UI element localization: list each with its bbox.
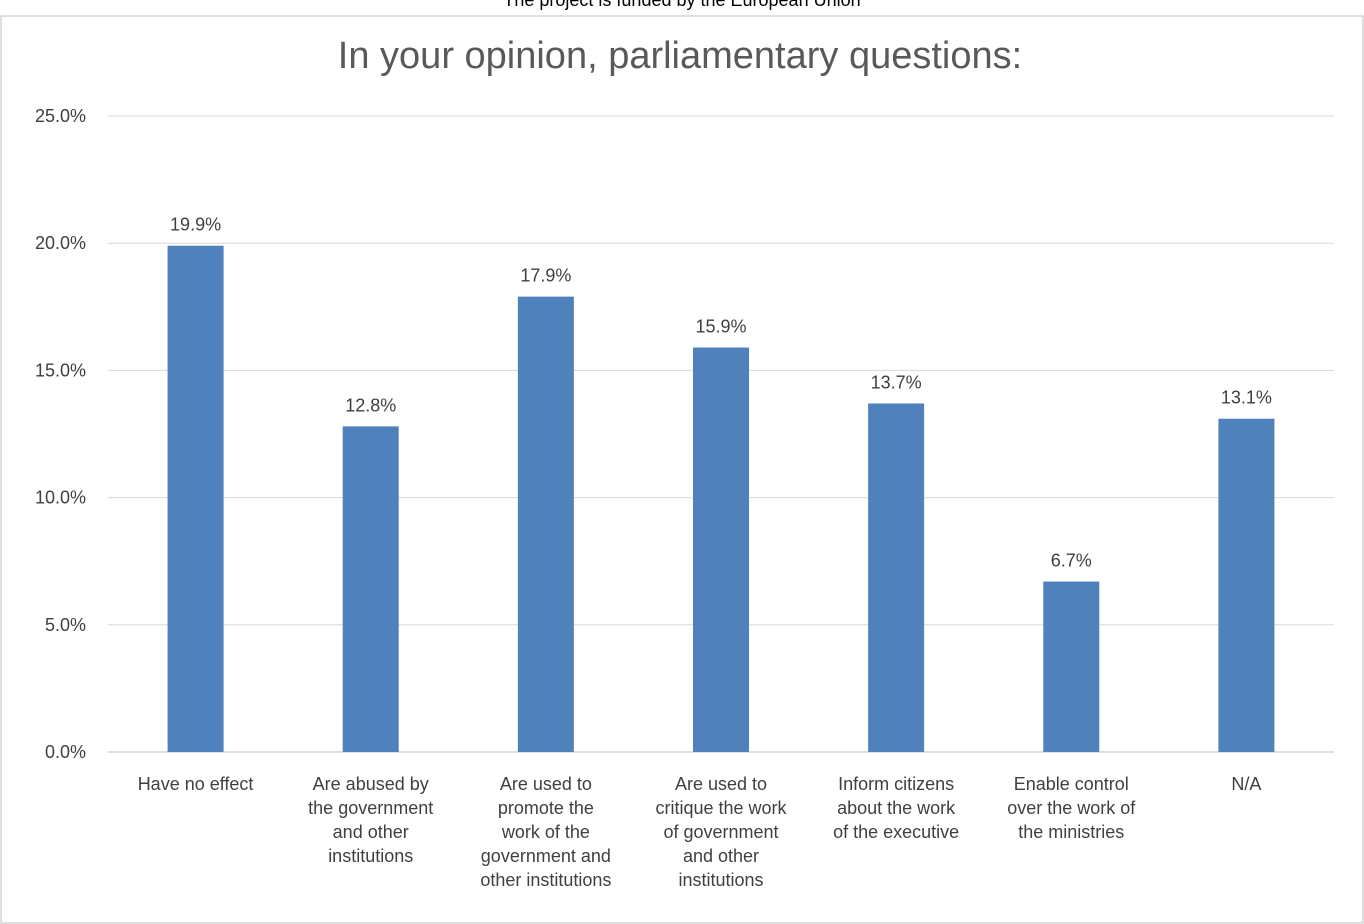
x-tick-label-line: and other — [683, 846, 759, 866]
y-tick-label: 0.0% — [45, 742, 86, 762]
x-tick-label-line: institutions — [678, 870, 763, 890]
data-label: 19.9% — [170, 215, 221, 235]
page-header: The project is funded by the European Un… — [503, 0, 861, 10]
y-tick-label: 10.0% — [35, 488, 86, 508]
x-tick-label-line: of the executive — [833, 822, 959, 842]
bar — [868, 403, 925, 752]
x-tick-label-line: Are used to — [500, 774, 592, 794]
y-axis-ticks: 0.0% 5.0% 10.0% 15.0% 20.0% 25.0% — [35, 106, 86, 762]
x-tick-label: Enable control over the work of the minist… — [1007, 774, 1136, 842]
x-tick-label-line: over the work of — [1007, 798, 1136, 818]
data-label: 13.1% — [1221, 388, 1272, 408]
bar — [342, 426, 399, 752]
x-tick-label-line: government and — [481, 846, 611, 866]
y-tick-label: 15.0% — [35, 360, 86, 380]
x-tick-label-line: promote the — [498, 798, 594, 818]
x-tick-label-line: the government — [308, 798, 433, 818]
x-tick-label-line: of government — [663, 822, 778, 842]
bar — [1218, 418, 1275, 752]
x-tick-label: N/A — [1231, 774, 1261, 794]
x-tick-label-line: Have no effect — [138, 774, 254, 794]
x-tick-label: Are used to critique the work of governmen… — [655, 774, 787, 890]
bar — [1043, 581, 1100, 752]
data-labels: 19.9% 12.8% 17.9% 15.9% 13.7% 6.7% 13.1% — [170, 215, 1272, 571]
x-tick-label-line: Enable control — [1014, 774, 1129, 794]
chart-title: In your opinion, parliamentary questions… — [338, 35, 1022, 77]
x-tick-label: Are abused by the government and other inst… — [308, 774, 433, 866]
x-tick-label-line: about the work — [837, 798, 956, 818]
bar — [167, 245, 224, 752]
x-tick-label-line: work of the — [501, 822, 590, 842]
data-label: 12.8% — [345, 395, 396, 415]
y-tick-label: 20.0% — [35, 233, 86, 253]
x-tick-label-line: critique the work — [655, 798, 787, 818]
x-tick-label-line: N/A — [1231, 774, 1261, 794]
bar — [693, 347, 749, 752]
x-tick-label-line: Inform citizens — [838, 774, 954, 794]
y-tick-label: 5.0% — [45, 615, 86, 635]
x-tick-label-line: and other — [333, 822, 409, 842]
x-tick-label: Have no effect — [138, 774, 254, 794]
x-tick-label-line: other institutions — [480, 870, 611, 890]
x-tick-label: Inform citizens about the work of the exec… — [833, 774, 959, 842]
x-tick-label-line: institutions — [328, 846, 413, 866]
x-tick-label-line: Are used to — [675, 774, 767, 794]
data-label: 15.9% — [695, 317, 746, 337]
data-label: 13.7% — [871, 372, 922, 392]
x-tick-label: Are used to promote the work of the governm… — [480, 774, 611, 890]
x-tick-label-line: Are abused by — [313, 774, 429, 794]
data-label: 17.9% — [520, 266, 571, 286]
data-label: 6.7% — [1051, 551, 1092, 571]
x-tick-label-line: the ministries — [1018, 822, 1124, 842]
chart-border — [0, 15, 1364, 924]
bars — [167, 245, 1275, 752]
y-tick-label: 25.0% — [35, 106, 86, 126]
x-axis-labels: Have no effect Are abused by the governmen… — [138, 774, 1262, 890]
bar — [517, 296, 574, 752]
